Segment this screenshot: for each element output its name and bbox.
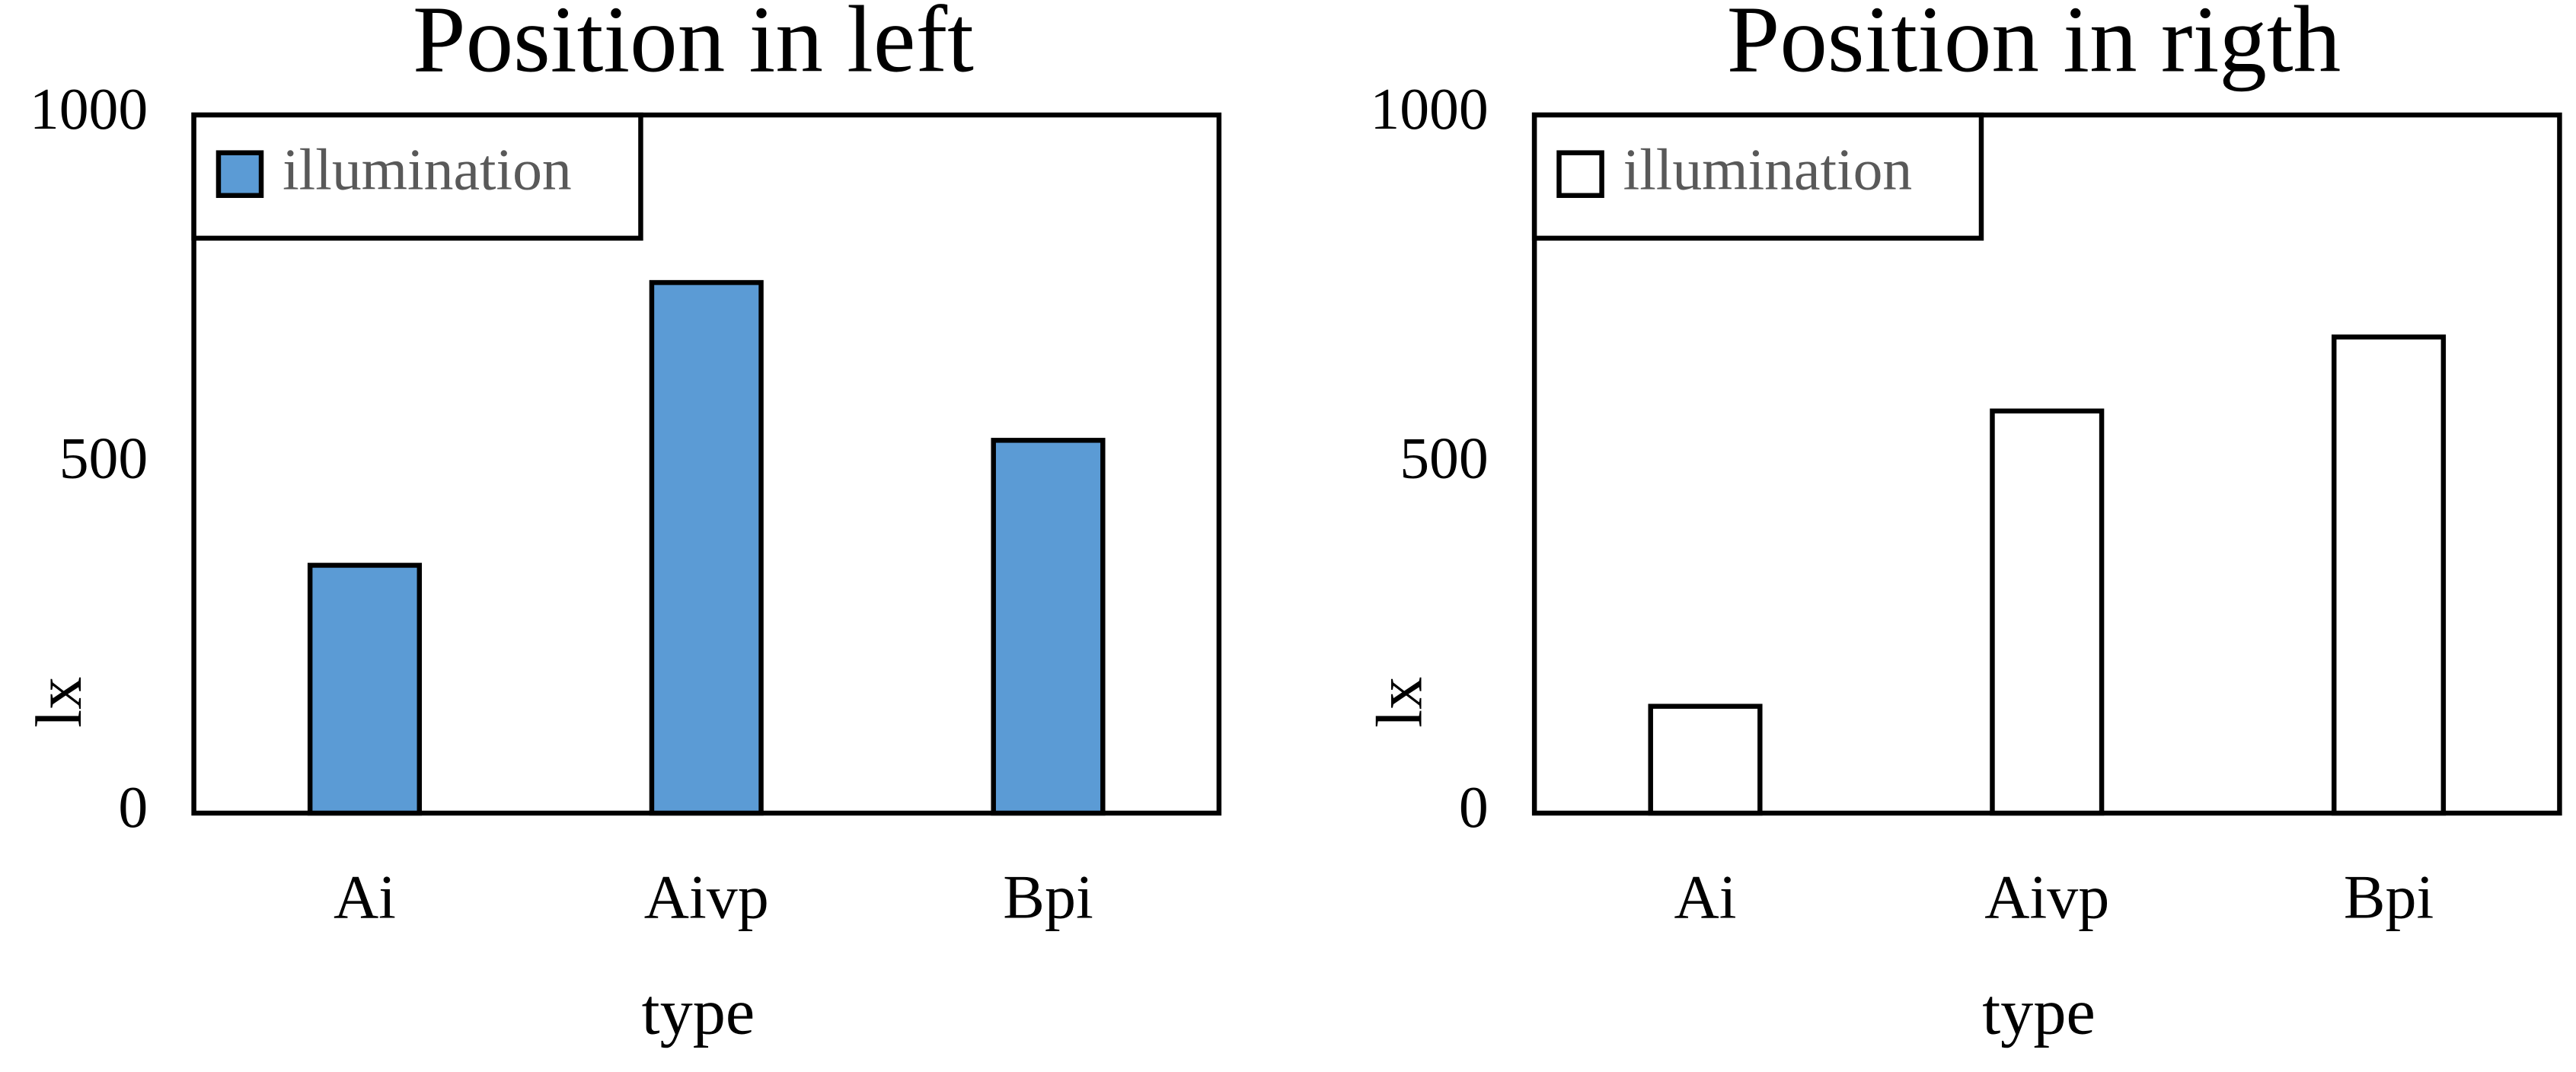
bar [307, 563, 423, 816]
y-axis-label: lx [1363, 677, 1436, 728]
bar [991, 438, 1106, 816]
legend-box [191, 112, 643, 241]
bar [649, 279, 764, 816]
y-tick-label: 500 [1400, 425, 1488, 490]
legend-swatch [1556, 150, 1604, 198]
x-tick-label: Bpi [2344, 862, 2434, 931]
legend-box [1531, 112, 1984, 241]
y-tick-label: 1000 [1370, 76, 1488, 142]
bar [1648, 704, 1763, 816]
x-tick-label: Ai [334, 862, 396, 931]
legend-swatch [215, 150, 264, 198]
x-tick-label: Aivp [644, 862, 769, 931]
chart-panel: Position in left 0 500 1000 lx type illuminati… [22, 0, 1222, 1048]
bar [2332, 334, 2447, 816]
legend-label: illumination [1623, 137, 1913, 203]
x-tick-label: Ai [1674, 862, 1737, 931]
x-tick-label: Aivp [1984, 862, 2109, 931]
y-tick-label: 0 [1459, 774, 1489, 840]
x-axis-label: type [642, 975, 755, 1048]
x-axis-label: type [1982, 975, 2096, 1048]
x-tick-label: Bpi [1003, 862, 1093, 931]
bar [1990, 408, 2105, 816]
chart-panel: Position in rigth 0 500 1000 lx type illuminat… [1363, 0, 2562, 1048]
y-tick-label: 1000 [30, 76, 148, 142]
chart-title: Position in left [413, 0, 974, 92]
y-tick-label: 500 [59, 425, 148, 490]
chart-title: Position in rigth [1727, 0, 2341, 92]
y-axis-label: lx [22, 677, 95, 728]
y-tick-label: 0 [118, 774, 148, 840]
legend-label: illumination [282, 137, 572, 203]
